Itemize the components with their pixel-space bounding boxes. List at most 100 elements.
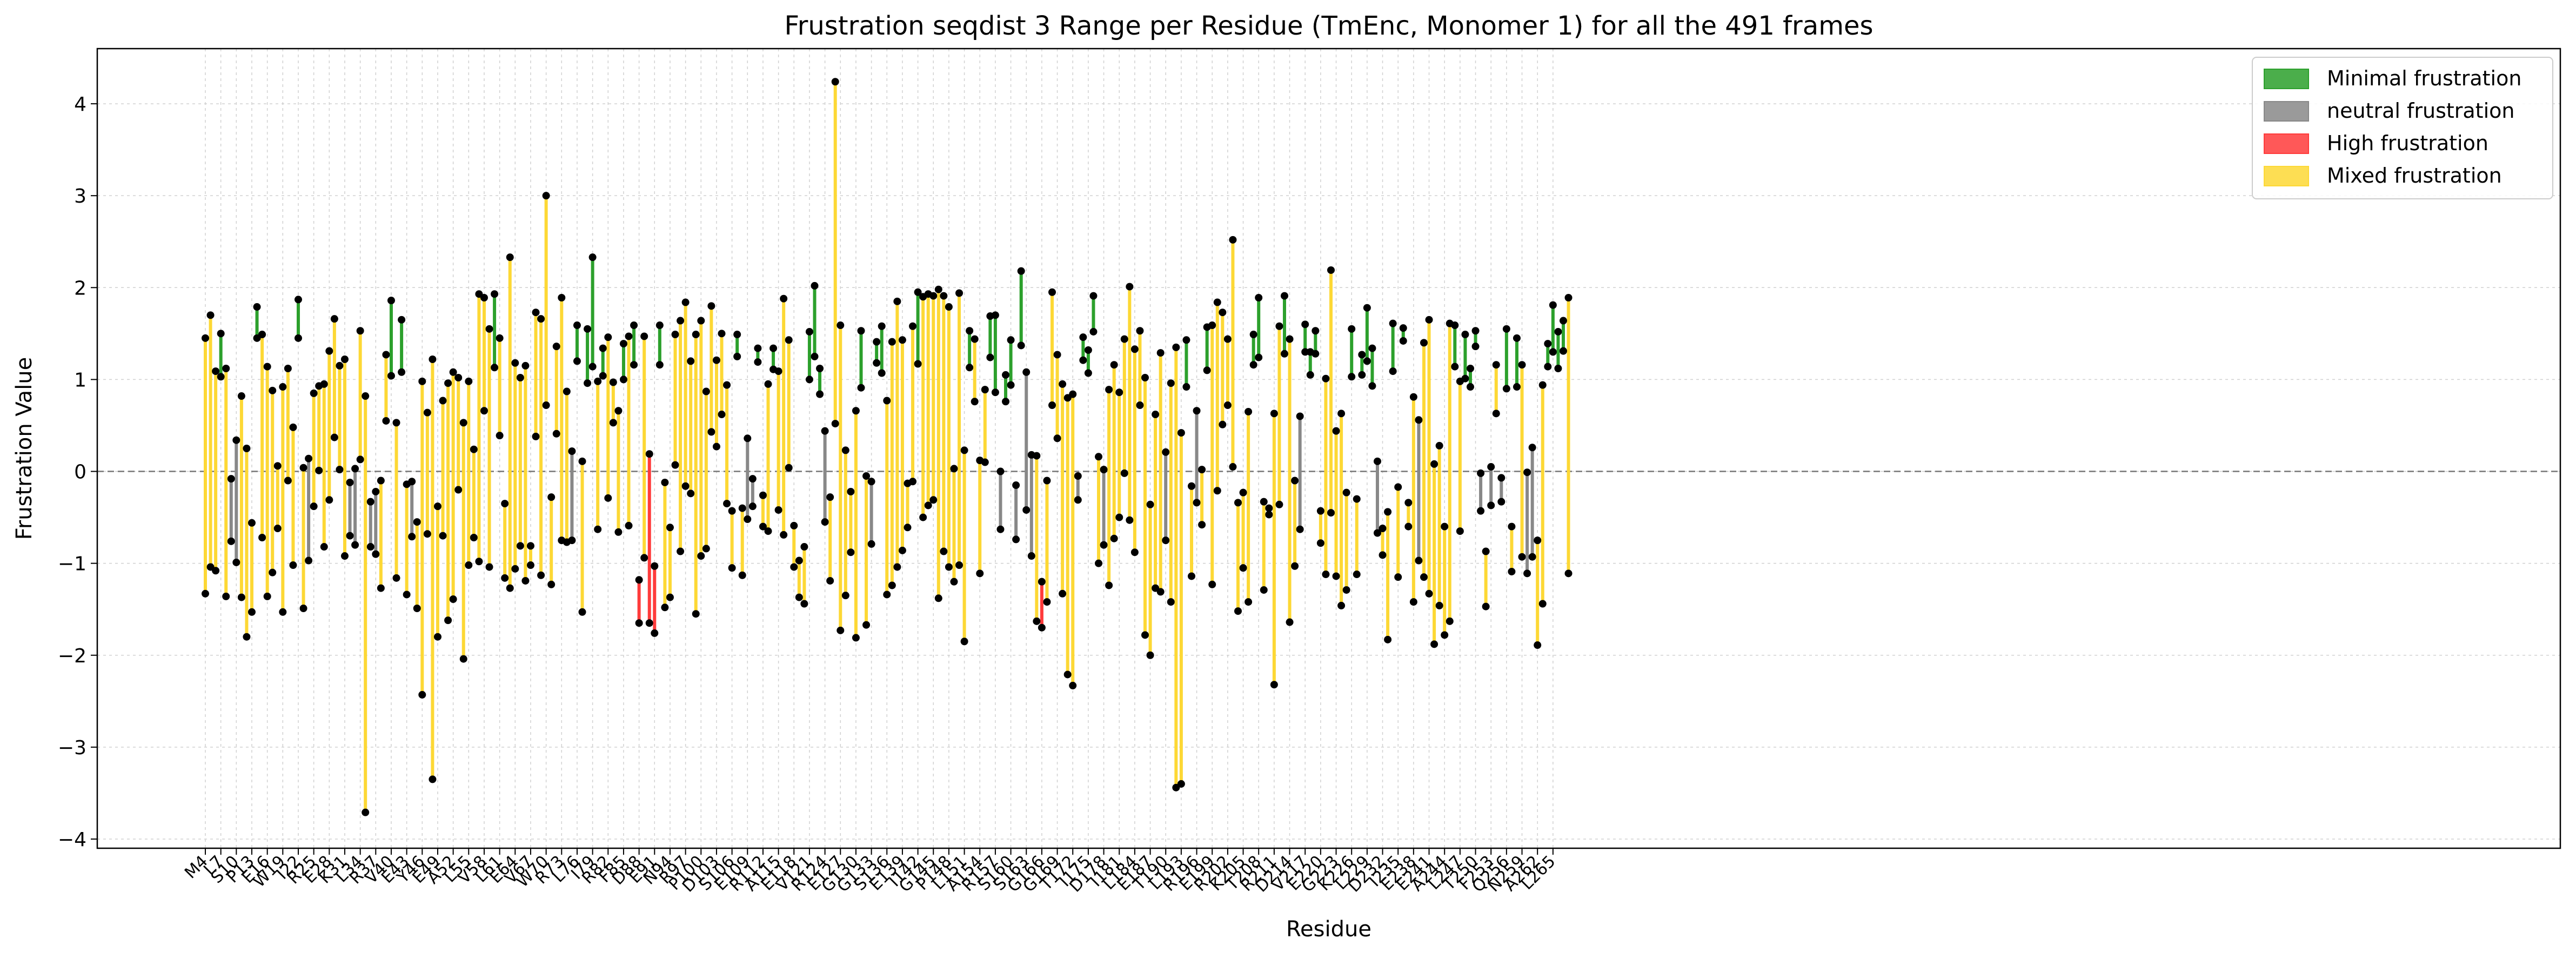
min-point <box>444 616 452 625</box>
y-tick-label: −1 <box>58 553 86 575</box>
min-point <box>496 432 504 440</box>
min-point <box>289 561 297 569</box>
min-point <box>336 466 344 474</box>
min-point <box>1270 681 1278 689</box>
min-point <box>1136 401 1144 410</box>
min-point <box>883 591 891 599</box>
min-point <box>1017 341 1025 350</box>
min-point <box>945 563 953 571</box>
min-point <box>1384 635 1392 643</box>
max-point <box>878 322 886 330</box>
min-point <box>1389 367 1397 375</box>
max-point <box>826 493 834 501</box>
max-point <box>883 397 891 405</box>
min-point <box>1043 598 1051 606</box>
max-point <box>532 309 540 317</box>
max-point <box>521 361 530 370</box>
max-point <box>1363 304 1371 312</box>
min-point <box>279 608 287 616</box>
max-point <box>625 332 633 340</box>
max-point <box>645 450 653 458</box>
plot-frame <box>96 48 2561 849</box>
min-point <box>516 542 524 550</box>
max-point <box>1482 547 1490 555</box>
max-point <box>491 290 499 298</box>
min-point <box>1564 569 1573 578</box>
min-point <box>1487 501 1495 509</box>
min-point <box>1198 521 1206 529</box>
max-point <box>578 457 586 465</box>
min-point <box>1538 600 1547 608</box>
max-point <box>423 408 431 417</box>
min-point <box>1229 463 1237 471</box>
max-point <box>563 387 571 395</box>
max-point <box>206 311 215 319</box>
min-point <box>305 556 313 565</box>
max-point <box>568 447 576 455</box>
max-point <box>1270 410 1278 418</box>
min-point <box>878 369 886 377</box>
min-point <box>697 552 705 560</box>
min-point <box>666 593 674 601</box>
max-point <box>413 518 421 526</box>
y-tick-label: −4 <box>58 829 86 851</box>
max-point <box>480 294 488 302</box>
max-point <box>418 377 426 385</box>
max-point <box>960 446 968 454</box>
min-point <box>991 388 999 397</box>
min-point <box>475 558 483 566</box>
max-point <box>867 478 875 486</box>
min-point <box>1477 507 1485 515</box>
max-point <box>372 487 380 495</box>
max-point <box>1549 301 1557 309</box>
min-point <box>651 629 659 637</box>
min-point <box>826 576 834 585</box>
min-point <box>712 442 720 451</box>
max-point <box>1353 495 1361 503</box>
min-point <box>692 610 700 618</box>
max-point <box>310 389 318 397</box>
min-point <box>269 568 277 576</box>
max-point <box>909 322 917 330</box>
min-point <box>1513 383 1521 391</box>
min-point <box>914 360 922 368</box>
max-point <box>1466 365 1474 372</box>
min-point <box>733 352 741 360</box>
min-point <box>764 527 772 535</box>
min-point <box>728 564 736 572</box>
min-point <box>1105 581 1113 589</box>
max-point <box>929 292 938 300</box>
min-point <box>408 533 416 541</box>
min-point <box>465 561 473 569</box>
min-point <box>687 489 695 498</box>
max-point <box>805 327 813 336</box>
min-point <box>707 428 715 436</box>
max-point <box>1177 429 1185 437</box>
min-point <box>1213 487 1221 495</box>
min-point <box>1296 525 1304 533</box>
min-point <box>351 541 359 549</box>
min-point <box>1316 539 1324 547</box>
min-point <box>1275 500 1283 508</box>
min-point <box>340 552 349 560</box>
max-point <box>336 361 344 370</box>
min-point <box>986 353 994 361</box>
min-point <box>217 373 225 381</box>
max-point <box>748 475 757 483</box>
min-point <box>1255 353 1263 361</box>
max-point <box>759 491 767 499</box>
min-point <box>506 584 514 592</box>
min-point <box>976 569 984 578</box>
max-point <box>1193 407 1201 415</box>
max-point <box>655 321 664 330</box>
min-point <box>1063 670 1072 679</box>
min-point <box>1502 385 1510 393</box>
min-point <box>429 775 437 783</box>
max-point <box>212 367 220 375</box>
max-point <box>1033 452 1041 460</box>
max-point <box>661 478 669 486</box>
min-point <box>433 633 441 641</box>
max-point <box>1389 319 1397 327</box>
min-point <box>568 536 576 545</box>
